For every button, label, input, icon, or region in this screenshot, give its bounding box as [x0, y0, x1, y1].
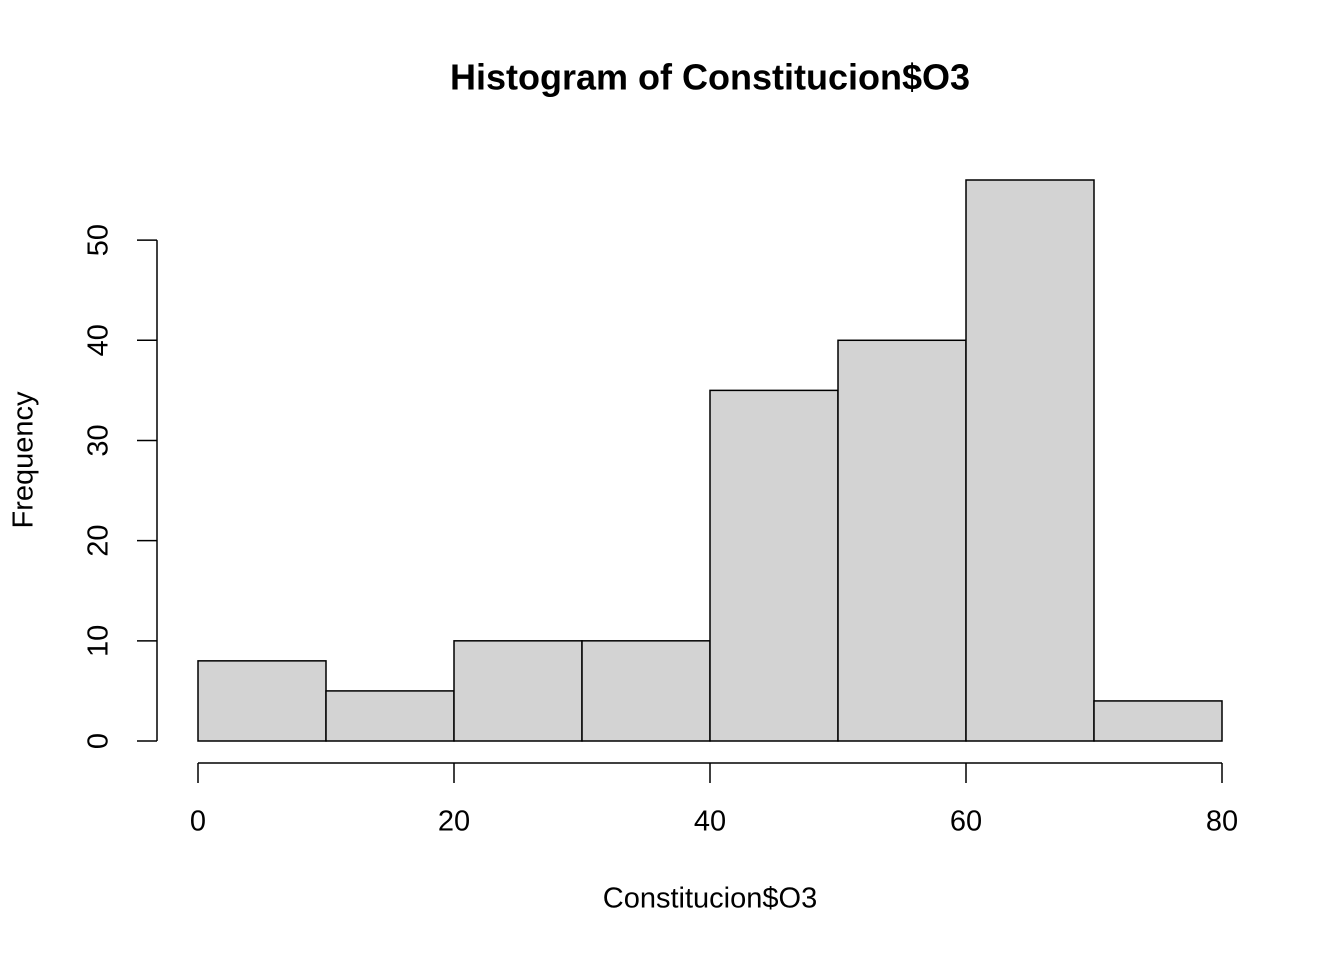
x-tick-label: 0	[190, 806, 206, 838]
y-tick-label: 50	[83, 224, 115, 256]
chart-title: Histogram of Constitucion$O3	[450, 57, 970, 98]
bar	[453, 640, 583, 742]
y-axis-label: Frequency	[8, 391, 40, 529]
y-tick-label: 20	[83, 525, 115, 557]
x-tick-label: 20	[438, 806, 470, 838]
bar	[965, 179, 1095, 742]
bar	[837, 339, 967, 742]
x-tick-label: 80	[1206, 806, 1238, 838]
bar	[325, 690, 455, 742]
x-tick-label: 60	[950, 806, 982, 838]
y-tick-label: 0	[83, 733, 115, 749]
bar	[709, 389, 839, 742]
y-tick-label: 10	[83, 625, 115, 657]
bar	[197, 660, 327, 742]
y-tick-label: 30	[83, 424, 115, 456]
x-axis-label: Constitucion$O3	[603, 883, 817, 915]
bar	[1093, 700, 1223, 742]
x-tick-label: 40	[694, 806, 726, 838]
bar	[581, 640, 711, 742]
y-tick-label: 40	[83, 324, 115, 356]
